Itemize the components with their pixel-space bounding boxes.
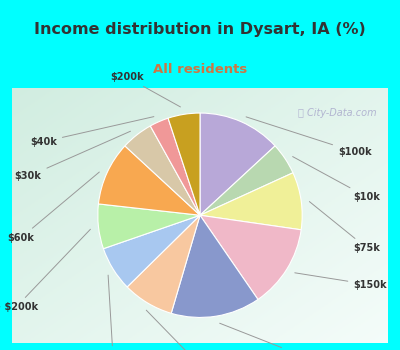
Wedge shape — [171, 215, 258, 317]
Text: $100k: $100k — [246, 117, 372, 157]
Wedge shape — [168, 113, 200, 215]
Text: $10k: $10k — [293, 156, 380, 202]
Text: $20k: $20k — [146, 310, 218, 350]
Text: $200k: $200k — [110, 72, 180, 107]
Text: > $200k: > $200k — [0, 229, 90, 312]
Text: ⓘ City-Data.com: ⓘ City-Data.com — [298, 108, 377, 118]
Wedge shape — [125, 126, 200, 215]
Text: $75k: $75k — [309, 202, 380, 253]
Text: $40k: $40k — [30, 117, 154, 147]
Wedge shape — [127, 215, 200, 313]
Text: $30k: $30k — [15, 131, 130, 181]
Text: Income distribution in Dysart, IA (%): Income distribution in Dysart, IA (%) — [34, 22, 366, 37]
Text: $50k: $50k — [100, 275, 126, 350]
Wedge shape — [200, 215, 301, 300]
Text: All residents: All residents — [153, 63, 247, 76]
Wedge shape — [200, 113, 275, 215]
Wedge shape — [98, 146, 200, 215]
Text: $60k: $60k — [8, 172, 99, 243]
Wedge shape — [98, 204, 200, 249]
Text: $125k: $125k — [220, 323, 320, 350]
Wedge shape — [200, 146, 293, 215]
Text: $150k: $150k — [295, 273, 387, 290]
Wedge shape — [200, 173, 302, 230]
Wedge shape — [150, 118, 200, 215]
Wedge shape — [104, 215, 200, 287]
